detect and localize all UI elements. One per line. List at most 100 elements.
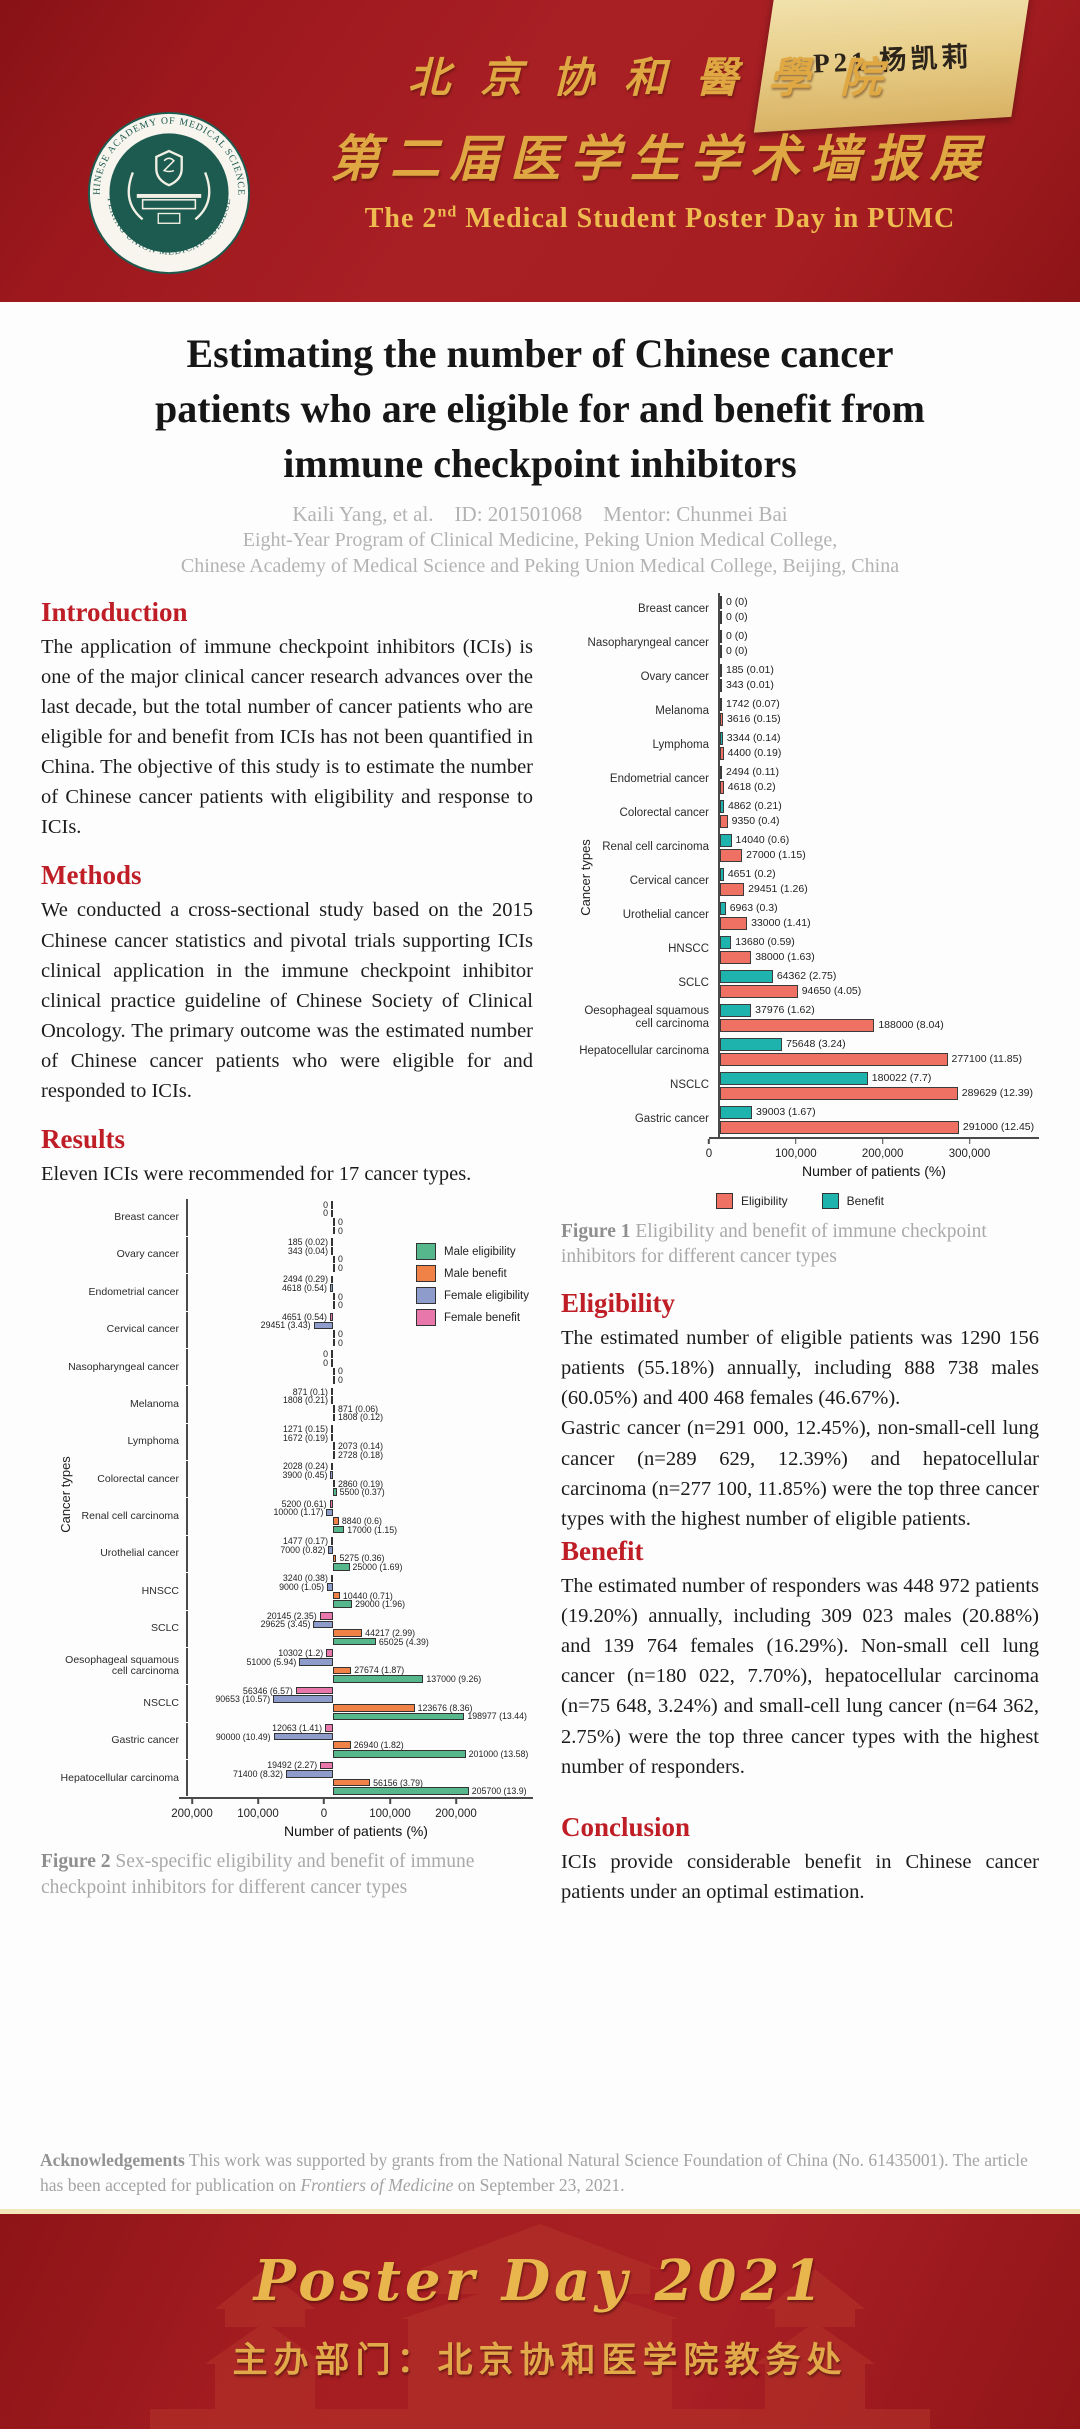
methods-body: We conducted a cross-sectional study bas… — [41, 899, 533, 1103]
bar-value-label: 51000 (5.94) — [246, 1656, 297, 1667]
bar-segment — [333, 1517, 339, 1525]
axis-tick: 300,000 — [949, 1138, 990, 1162]
bar-segment — [333, 1450, 335, 1459]
bar-value-label: 1271 (0.15) — [283, 1423, 328, 1434]
bar-segment — [331, 1387, 333, 1396]
bar-segment — [333, 1301, 335, 1310]
axis-tick: 200,000 — [435, 1799, 477, 1822]
figure1-rows: Breast cancer 0 (0) 0 (0) Nasopharyngeal ca… — [561, 592, 1039, 1137]
bar-value-label: 0 — [323, 1357, 328, 1368]
header-banner: P21 杨凯莉 CHINESE ACADEMY OF MEDICAL SCIEN… — [0, 0, 1080, 302]
category-label: SCLC — [678, 977, 709, 990]
acknowledgements-text-2: on September 23, 2021. — [453, 2175, 625, 2196]
category-label: Cervical cancer — [629, 875, 709, 888]
bar-segment — [333, 1264, 335, 1272]
bar-value-label: 4651 (0.2) — [727, 868, 776, 881]
bar-segment — [273, 1732, 333, 1741]
title-line-1: Estimating the number of Chinese cancer — [186, 331, 894, 376]
figure1-category-row: Melanoma 1742 (0.07) 3616 (0.15) — [561, 694, 1039, 729]
bar-value-label: 9000 (1.05) — [279, 1582, 325, 1593]
bar-segment — [720, 1071, 868, 1085]
legend-label: Benefit — [846, 1193, 885, 1208]
bar-value-label: 0 — [338, 1337, 343, 1348]
bar-segment — [720, 1052, 948, 1066]
bar-value-label: 198977 (13.44) — [467, 1711, 527, 1722]
figure2-category-row: Cervical cancer 4651 (0.54) 29451 (3.43) 0 0 — [41, 1311, 533, 1348]
bar-value-label: 2494 (0.29) — [283, 1274, 328, 1285]
bar-value-label: 188000 (8.04) — [878, 1019, 944, 1032]
bar-value-label: 871 (0.06) — [338, 1403, 379, 1414]
legend-swatch — [415, 1243, 436, 1261]
bar-value-label: 0 (0) — [726, 596, 748, 609]
bar-segment — [331, 1425, 333, 1433]
bar-value-label: 14040 (0.6) — [735, 834, 790, 847]
results-heading: Results — [41, 1124, 126, 1155]
bar-segment — [313, 1620, 333, 1629]
title-line-3: immune checkpoint inhibitors — [283, 441, 797, 487]
bar-value-label: 2728 (0.18) — [338, 1449, 383, 1460]
bar-segment — [720, 814, 728, 828]
bar-segment — [333, 1330, 335, 1338]
bar-value-label: 27000 (1.15) — [746, 849, 806, 862]
bar-segment — [331, 1200, 333, 1209]
bar-value-label: 44217 (2.99) — [365, 1628, 416, 1639]
bar-value-label: 4618 (0.54) — [281, 1283, 327, 1294]
bar-value-label: 56346 (6.57) — [242, 1685, 293, 1696]
figure1-x-axis: 0 100,000 200,000 300,000 — [706, 1136, 1039, 1169]
bar-segment — [720, 867, 724, 881]
results-body: Eleven ICIs were recommended for 17 canc… — [41, 1163, 472, 1186]
category-label: Endometrial cancer — [609, 773, 709, 786]
bar-segment — [331, 1238, 333, 1246]
figure2-category-row: Colorectal cancer 2028 (0.24) 3900 (0.45) 2… — [41, 1461, 533, 1498]
bar-segment — [720, 678, 722, 692]
bar-segment — [720, 969, 773, 983]
poster-body: Estimating the number of Chinese cancer … — [0, 302, 1080, 2214]
two-column-layout: Introduction The application of immune c… — [0, 579, 1080, 1907]
bar-value-label: 205700 (13.9) — [471, 1786, 527, 1797]
figure1-category-row: HNSCC 13680 (0.59) 38000 (1.63) — [561, 932, 1039, 967]
axis-tick: 200,000 — [862, 1138, 903, 1162]
axis-tick-label: 200,000 — [435, 1808, 477, 1821]
legend-swatch — [415, 1265, 436, 1283]
title-line-2: patients who are eligible for and benefi… — [155, 386, 925, 432]
figure2-category-row: NSCLC 56346 (6.57) 90653 (10.57) 123676 (8.… — [41, 1685, 533, 1722]
bar-segment — [720, 765, 723, 779]
legend-item: Female benefit — [415, 1309, 529, 1327]
figure1-category-row: Oesophageal squamous cell carcinoma 37976… — [561, 1000, 1039, 1035]
affiliation-line-1: Eight-Year Program of Clinical Medicine,… — [242, 528, 838, 551]
figure2-chart: Cancer types Breast cancer 0 0 0 0 Ovary canc… — [41, 1199, 533, 1839]
bar-value-label: 0 — [323, 1349, 328, 1360]
figure2: Cancer types Breast cancer 0 0 0 0 Ovary canc… — [41, 1199, 533, 1900]
bar-segment — [333, 1591, 340, 1600]
introduction-body: The application of immune checkpoint inh… — [41, 635, 533, 839]
bar-value-label: 1808 (0.12) — [338, 1412, 383, 1423]
bar-value-label: 90653 (10.57) — [215, 1694, 271, 1705]
bar-segment — [333, 1255, 335, 1264]
bar-segment — [333, 1637, 376, 1646]
bar-segment — [299, 1658, 333, 1666]
bar-segment — [295, 1686, 333, 1695]
figure2-category-row: Nasopharyngeal cancer 0 0 0 0 — [41, 1348, 533, 1386]
bar-segment — [720, 629, 722, 643]
bar-value-label: 277100 (11.85) — [951, 1053, 1022, 1066]
legend-item: Male eligibility — [415, 1243, 529, 1261]
bar-value-label: 871 (0.1) — [292, 1386, 328, 1397]
bar-value-label: 17000 (1.15) — [347, 1524, 398, 1535]
figure1-category-row: Endometrial cancer 2494 (0.11) 4618 (0.2) — [561, 762, 1039, 797]
category-label: Melanoma — [129, 1397, 179, 1410]
axis-tick: 100,000 — [369, 1799, 411, 1822]
bar-value-label: 26940 (1.82) — [353, 1740, 404, 1751]
bar-segment — [329, 1499, 333, 1508]
bar-segment — [333, 1488, 337, 1496]
figure2-category-row: Oesophageal squamous cell carcinoma 10302… — [41, 1647, 533, 1685]
figure1-legend: Eligibility Benefit — [561, 1192, 1039, 1209]
bar-value-label: 39003 (1.67) — [756, 1106, 816, 1119]
legend-label: Eligibility — [740, 1193, 788, 1208]
eligibility-heading: Eligibility — [561, 1288, 676, 1319]
conclusion-heading: Conclusion — [561, 1811, 691, 1842]
bar-value-label: 1742 (0.07) — [726, 698, 780, 711]
bar-segment — [720, 697, 722, 711]
bar-value-label: 4618 (0.2) — [727, 781, 776, 794]
figure2-rows: Breast cancer 0 0 0 0 Ovary cancer 185 (0.02) 3… — [41, 1199, 533, 1797]
axis-tick-label: 0 — [320, 1808, 328, 1821]
